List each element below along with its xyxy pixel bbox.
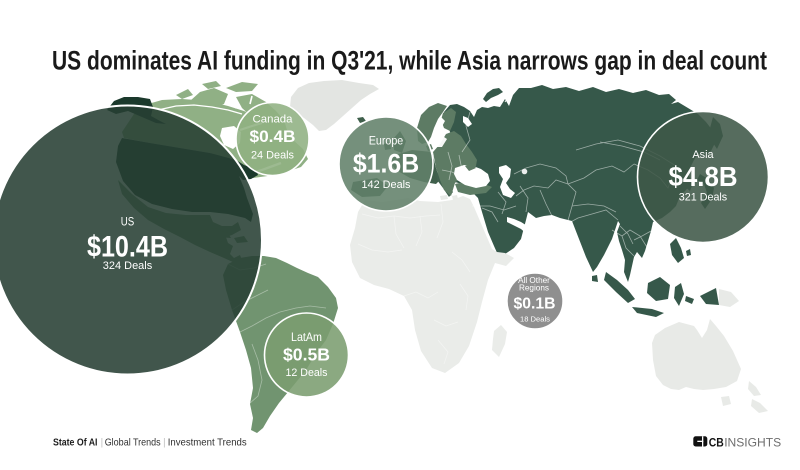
svg-text:CB: CB: [709, 436, 724, 450]
svg-text:|: |: [163, 437, 166, 449]
svg-text:US dominates AI funding in Q3': US dominates AI funding in Q3'21, while …: [52, 46, 767, 76]
svg-text:324 Deals: 324 Deals: [103, 260, 153, 272]
svg-text:LatAm: LatAm: [291, 331, 322, 344]
svg-text:142 Deals: 142 Deals: [362, 179, 411, 191]
svg-text:$10.4B: $10.4B: [87, 230, 168, 263]
svg-text:INSIGHTS: INSIGHTS: [724, 436, 781, 450]
svg-text:Europe: Europe: [369, 135, 404, 148]
svg-text:$0.1B: $0.1B: [514, 296, 556, 313]
svg-text:Regions: Regions: [519, 284, 549, 293]
svg-text:$1.6B: $1.6B: [353, 149, 419, 179]
svg-text:12 Deals: 12 Deals: [286, 367, 329, 379]
svg-text:18 Deals: 18 Deals: [520, 314, 550, 323]
svg-text:Investment Trends: Investment Trends: [168, 437, 247, 449]
svg-text:$0.5B: $0.5B: [283, 344, 330, 364]
svg-text:State Of AI: State Of AI: [53, 437, 98, 449]
svg-text:Global Trends: Global Trends: [105, 437, 161, 449]
svg-text:US: US: [121, 215, 135, 229]
svg-text:|: |: [101, 437, 104, 449]
svg-text:24 Deals: 24 Deals: [251, 149, 295, 161]
svg-text:Canada: Canada: [253, 113, 294, 125]
svg-text:All Other: All Other: [518, 276, 550, 285]
svg-text:$4.8B: $4.8B: [669, 161, 738, 192]
svg-text:$0.4B: $0.4B: [250, 128, 296, 146]
svg-text:321 Deals: 321 Deals: [679, 191, 727, 203]
svg-text:Asia: Asia: [692, 149, 714, 161]
